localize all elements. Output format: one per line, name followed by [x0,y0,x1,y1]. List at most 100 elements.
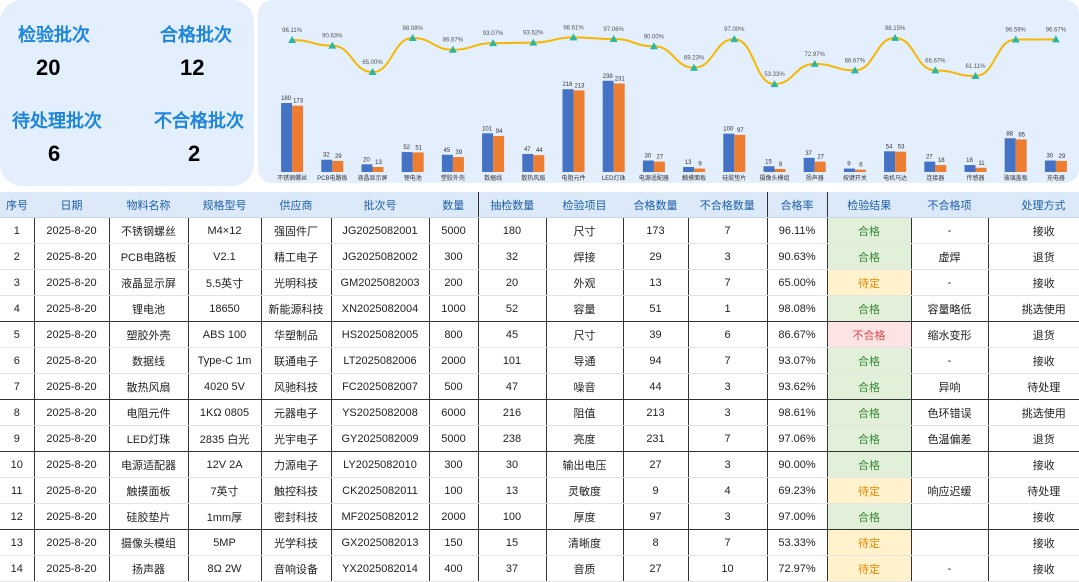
col-date-cell: 2025-8-20 [33,243,109,270]
bar-sample [321,159,333,172]
bar-pass-label: 39 [456,150,463,156]
col-qty-cell: 2000 [428,503,478,530]
col-fail-qty-header[interactable]: 不合格数量 [688,192,767,218]
col-disposition-cell: 退货 [987,425,1079,452]
col-result-cell: 待定 [826,529,911,556]
col-material-cell: 电源适配器 [108,451,188,478]
col-sample-cell: 100 [477,503,546,530]
col-date-header[interactable]: 日期 [34,192,109,218]
col-date-cell: 2025-8-20 [33,477,109,504]
bar-pass-label: 11 [978,161,985,167]
col-supplier-header[interactable]: 供应商 [261,192,331,218]
col-date-cell: 2025-8-20 [33,555,109,582]
pass-rate-label: 72.97% [805,52,826,58]
table-row[interactable]: 6 2025-8-20 数据线 Type-C 1m 联通电子 LT2025082006 20… [0,347,1079,374]
bar-sample-label: 52 [403,145,410,151]
col-pass-qty-cell: 97 [622,503,688,530]
pass-rate-marker [770,80,779,88]
col-seq-cell: 7 [0,373,34,400]
col-date-cell: 2025-8-20 [33,425,109,452]
bar-sample-label: 47 [524,147,531,153]
col-seq-cell: 11 [0,477,34,504]
col-supplier-cell: 风驰科技 [260,373,331,400]
col-pass-qty-header[interactable]: 合格数量 [623,192,688,218]
category-label: 锂电池 [404,174,422,182]
col-batch-header[interactable]: 批次号 [331,192,429,218]
table-row[interactable]: 3 2025-8-20 液晶显示屏 5.5英寸 光明科技 GM2025082003 200 2… [0,269,1079,296]
col-date-cell: 2025-8-20 [33,321,109,348]
table-row[interactable]: 9 2025-8-20 LED灯珠 2835 白光 光宇电子 GY2025082009 50… [0,425,1079,452]
table-row[interactable]: 4 2025-8-20 锂电池 18650 新能源科技 XN2025082004 1000 5… [0,295,1079,322]
col-pass-qty-cell: 51 [622,295,688,322]
bar-sample [964,165,976,172]
col-result-header[interactable]: 检验结果 [826,192,911,218]
table-row[interactable]: 7 2025-8-20 散热风扇 4020 5V 风驰科技 FC2025082007 500… [0,373,1079,400]
col-defect-cell: 容量略低 [910,295,988,322]
col-seq-header[interactable]: 序号 [0,192,34,218]
table-row[interactable]: 8 2025-8-20 电阻元件 1KΩ 0805 元器电子 YS2025082008 60… [0,399,1079,426]
col-defect-cell [910,503,988,530]
col-seq-cell: 12 [0,503,34,530]
col-supplier-cell: 光明科技 [260,269,331,296]
col-disposition-cell: 挑选使用 [987,399,1079,426]
pass-rate-label: 96.67% [1046,27,1067,33]
bar-sample-label: 88 [1006,131,1013,137]
col-qty-cell: 150 [428,529,478,556]
inspection-chart-panel: 180 173 不锈钢螺丝 32 29 PCB电路板 20 13 液晶显示屏 52 51 锂电池 45 3… [258,0,1079,183]
col-pass-qty-cell: 173 [622,217,688,244]
col-qty-cell: 400 [428,555,478,582]
col-rate-cell: 72.97% [766,555,827,582]
table-row[interactable]: 14 2025-8-20 扬声器 8Ω 2W 音响设备 YX2025082014 400 37… [0,555,1079,582]
col-item-header[interactable]: 检验项目 [546,192,623,218]
col-item-cell: 噪音 [545,373,623,400]
bar-sample [1004,138,1016,172]
bar-pass-label: 29 [335,154,342,160]
col-spec-cell: 1mm厚 [187,503,261,530]
col-spec-header[interactable]: 规格型号 [188,192,261,218]
col-disposition-header[interactable]: 处理方式 [988,192,1079,218]
col-rate-cell: 65.00% [766,269,827,296]
col-material-cell: 液晶显示屏 [108,269,188,296]
col-sample-header[interactable]: 抽检数量 [477,192,546,218]
bar-sample [763,166,775,172]
col-material-cell: 数据线 [108,347,188,374]
table-row[interactable]: 1 2025-8-20 不锈钢螺丝 M4×12 强固件厂 JG2025082001 5000… [0,217,1079,244]
col-rate-cell: 98.61% [766,399,827,426]
bar-pass [412,152,424,172]
col-defect-header[interactable]: 不合格项 [911,192,988,218]
col-sample-cell: 101 [477,347,546,374]
col-sample-cell: 15 [477,529,546,556]
col-rate-header[interactable]: 合格率 [766,192,827,218]
bar-sample [884,151,896,172]
category-label: 充电器 [1047,174,1065,182]
pass-rate-label: 97.06% [604,27,625,33]
col-material-cell: PCB电路板 [108,243,188,270]
pass-rate-label: 96.11% [282,28,303,34]
col-pass-qty-cell: 213 [622,399,688,426]
bar-pass-label: 8 [779,162,783,168]
col-fail-qty-cell: 3 [687,243,767,270]
bar-sample-label: 238 [603,74,614,80]
col-date-cell: 2025-8-20 [33,503,109,530]
col-qty-header[interactable]: 数量 [429,192,478,218]
col-material-cell: 扬声器 [108,555,188,582]
col-supplier-cell: 华塑制品 [260,321,331,348]
col-disposition-cell: 接收 [987,269,1079,296]
col-item-cell: 音质 [545,555,623,582]
col-material-cell: 硅胶垫片 [108,503,188,530]
category-label: PCB电路板 [317,174,347,182]
col-disposition-cell: 退货 [987,243,1079,270]
table-row[interactable]: 12 2025-8-20 硅胶垫片 1mm厚 密封科技 MF2025082012 2000 1… [0,503,1079,530]
table-row[interactable]: 2 2025-8-20 PCB电路板 V2.1 精工电子 JG2025082002 300 3… [0,243,1079,270]
col-material-header[interactable]: 物料名称 [109,192,188,218]
table-row[interactable]: 13 2025-8-20 摄像头模组 5MP 光学科技 GX2025082013 150 15… [0,529,1079,556]
table-row[interactable]: 11 2025-8-20 触摸面板 7英寸 触控科技 CK2025082011 100 13 灵… [0,477,1079,504]
col-item-cell: 亮度 [545,425,623,452]
col-batch-cell: XN2025082004 [330,295,429,322]
table-row[interactable]: 5 2025-8-20 塑胶外壳 ABS 100 华塑制品 HS2025082005 800… [0,321,1079,348]
kpi-inspected-value: 20 [36,55,61,80]
table-row[interactable]: 10 2025-8-20 电源适配器 12V 2A 力源电子 LY2025082010 30… [0,451,1079,478]
kpi-pending-value: 6 [48,141,61,166]
col-rate-cell: 97.00% [766,503,827,530]
col-rate-cell: 93.07% [766,347,827,374]
